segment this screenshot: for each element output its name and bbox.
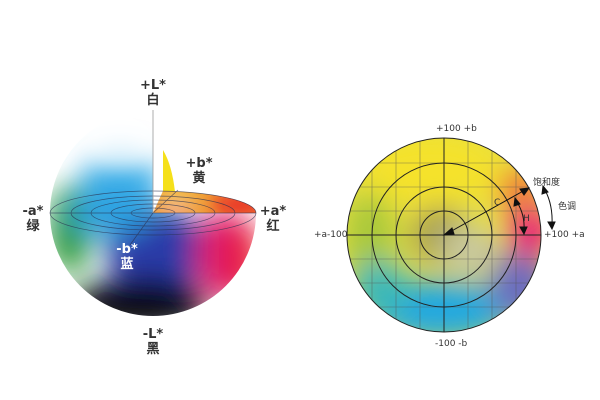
yellow-slice [163,150,175,192]
label-minus-l: -L* [142,327,164,342]
label-plus-a: +a* [259,204,287,219]
label-black: 黑 [146,342,160,357]
label-minus-a: -a* [22,204,44,219]
hue-label: 色调 [558,202,577,212]
disc-label-top: +100 +b [436,124,477,134]
label-yellow: 黄 [192,171,206,186]
ab-disc [346,137,556,333]
label-minus-b: -b* [116,242,138,257]
label-green: 绿 [26,219,40,234]
label-plus-b: +b* [185,156,213,171]
label-plus-l: +L* [140,78,166,93]
label-red: 红 [266,219,280,234]
disc-label-right: +100 +a [544,230,585,240]
hue-arrow [513,184,556,236]
saturation-label: 饱和度 [533,178,561,188]
chroma-symbol: C [494,198,501,208]
label-blue: 蓝 [120,257,134,272]
disc-label-left: +a-100 [314,230,348,240]
label-white: 白 [146,93,160,108]
chroma-arrow [442,187,531,236]
disc-label-bottom: -100 -b [435,339,468,349]
lab-sphere [50,110,256,316]
hue-symbol: H [523,214,530,224]
